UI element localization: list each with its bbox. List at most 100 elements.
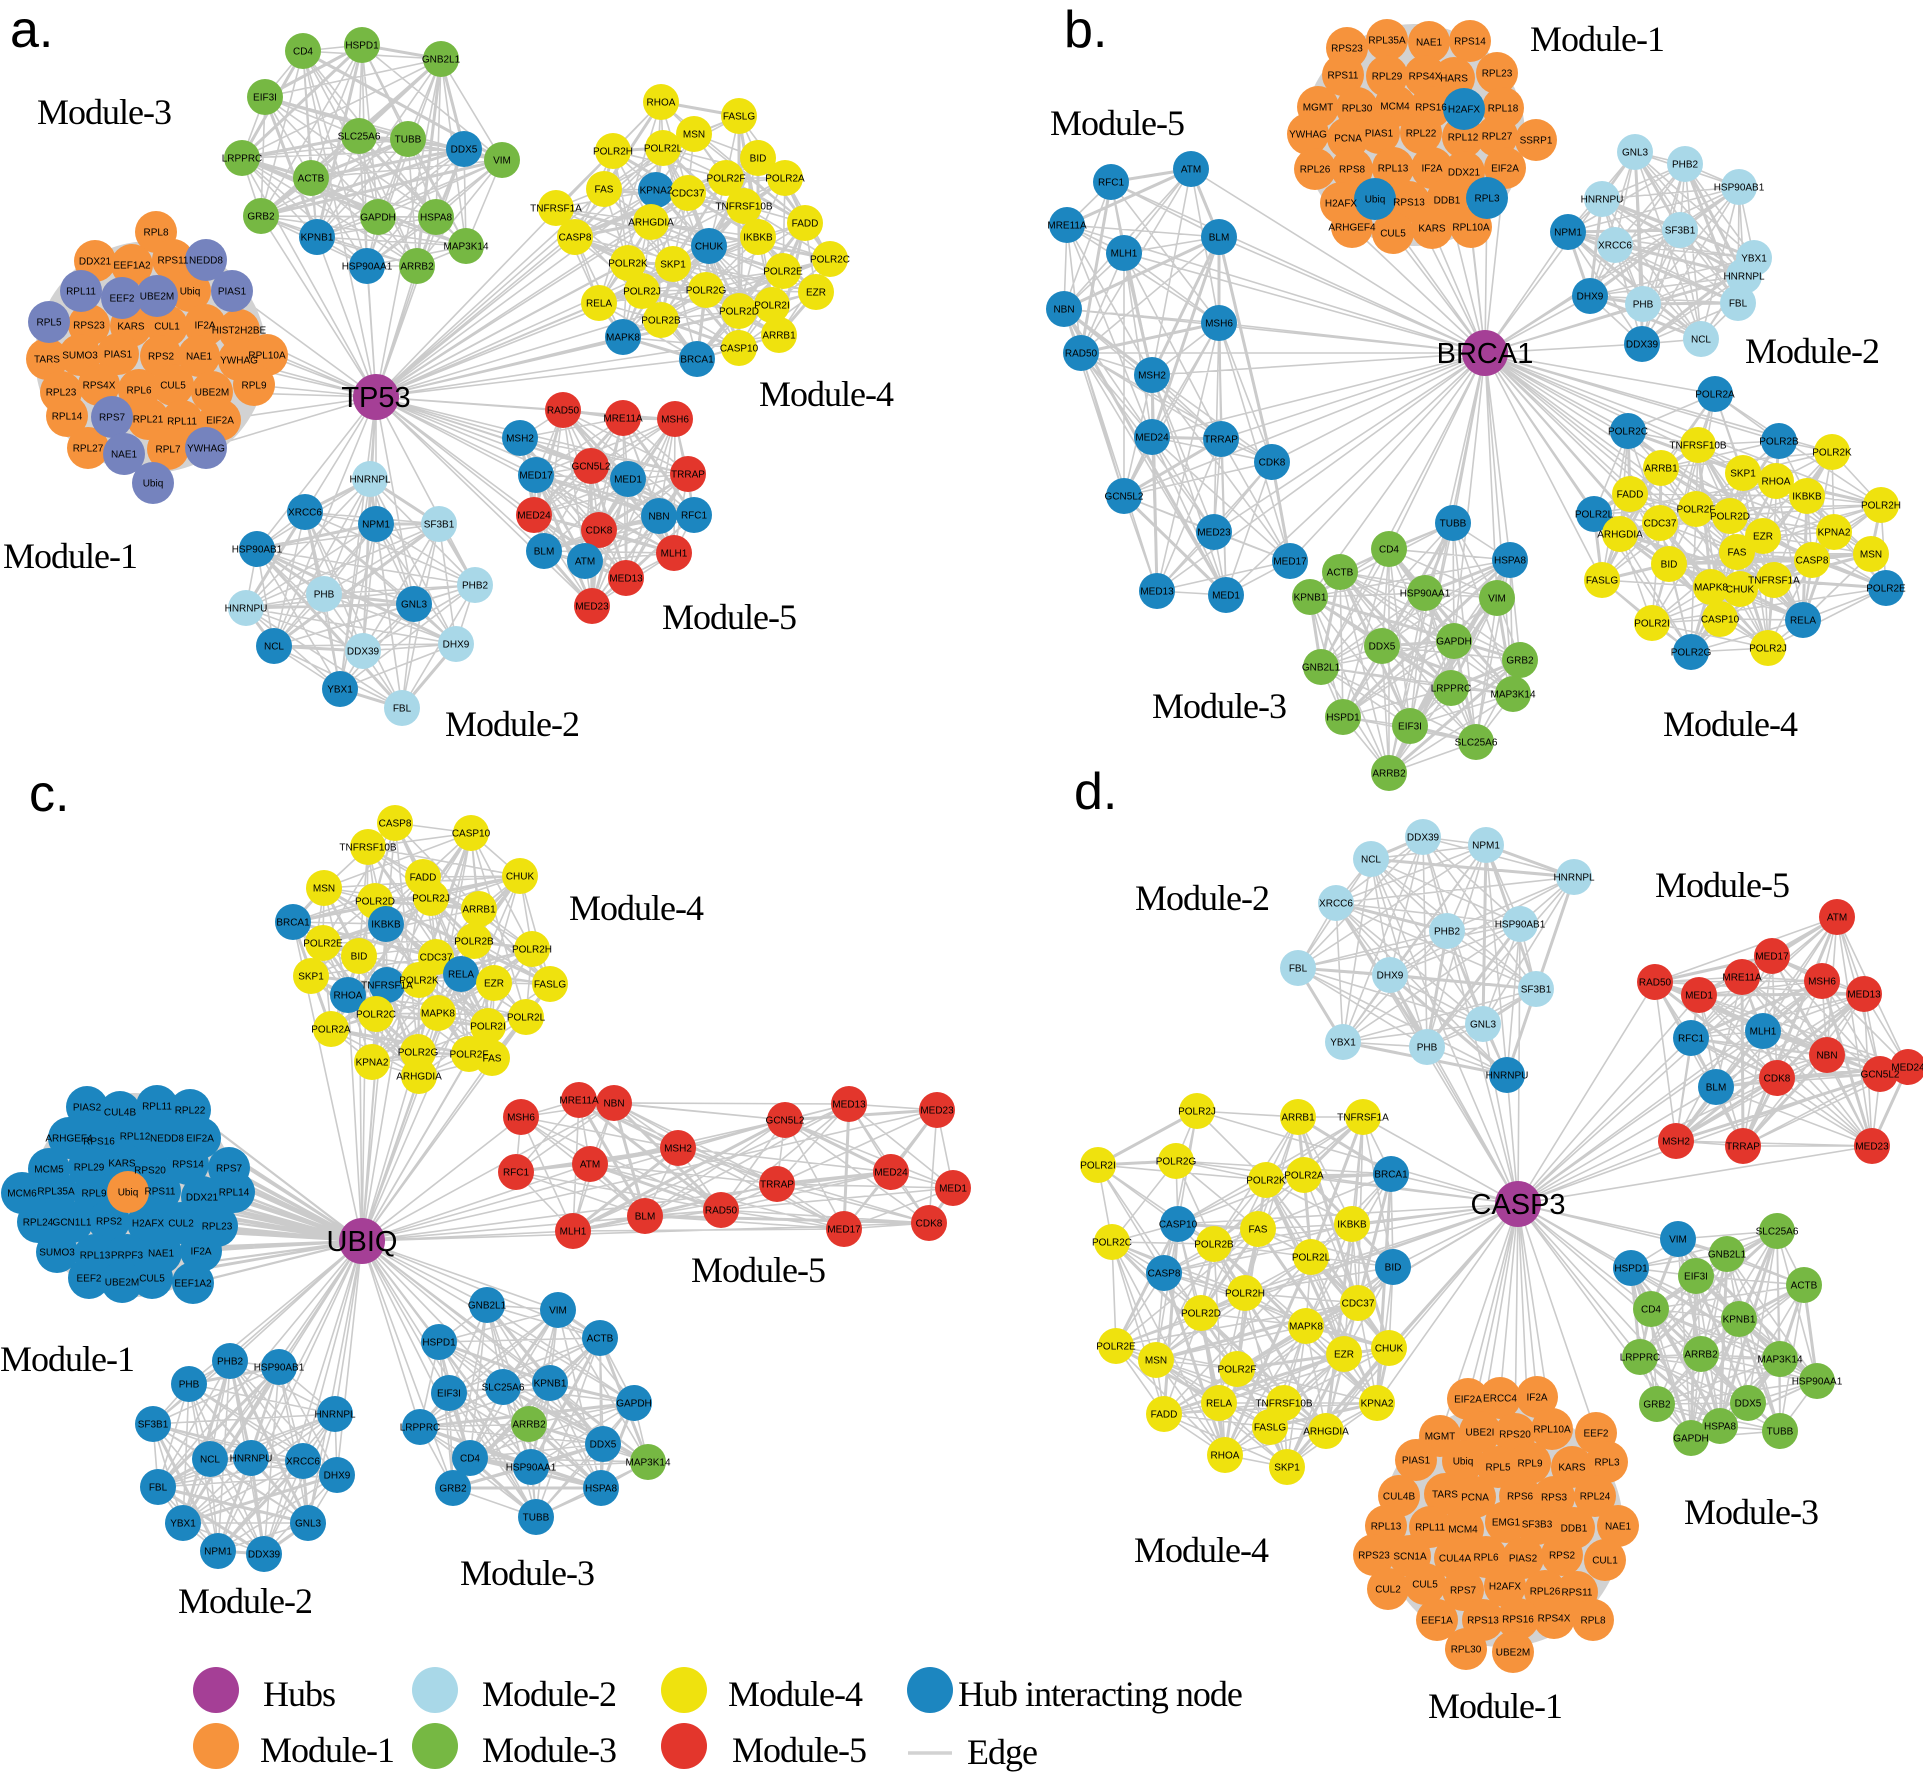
svg-text:HSP90AB1: HSP90AB1 — [1495, 920, 1546, 931]
svg-text:RPS11: RPS11 — [145, 1187, 176, 1198]
svg-text:GNL3: GNL3 — [1622, 148, 1649, 159]
svg-text:CUL1: CUL1 — [1592, 1556, 1618, 1567]
svg-text:Ubiq: Ubiq — [1365, 195, 1386, 206]
svg-text:CUL1: CUL1 — [154, 322, 180, 333]
svg-text:CDC37: CDC37 — [1644, 519, 1677, 530]
svg-text:MED24: MED24 — [874, 1168, 908, 1179]
svg-text:DDX21: DDX21 — [1448, 168, 1481, 179]
svg-text:CASP8: CASP8 — [379, 819, 412, 830]
svg-text:ARRB1: ARRB1 — [1644, 464, 1678, 475]
svg-text:Edge: Edge — [967, 1732, 1037, 1772]
svg-text:NPM1: NPM1 — [1554, 228, 1582, 239]
svg-text:RPL29: RPL29 — [74, 1163, 105, 1174]
svg-text:POLR2B: POLR2B — [1759, 437, 1799, 448]
svg-text:RPL22: RPL22 — [1406, 129, 1437, 140]
svg-text:c.: c. — [29, 765, 69, 823]
svg-text:Module-3: Module-3 — [482, 1730, 616, 1770]
svg-text:POLR2J: POLR2J — [412, 894, 450, 905]
svg-text:MSH2: MSH2 — [1662, 1137, 1690, 1148]
svg-text:GCN5L2: GCN5L2 — [766, 1116, 805, 1127]
svg-text:MSH6: MSH6 — [507, 1113, 535, 1124]
svg-text:POLR2D: POLR2D — [1181, 1309, 1221, 1320]
svg-text:FBL: FBL — [393, 704, 412, 715]
svg-text:RPL18: RPL18 — [1488, 104, 1519, 115]
svg-text:XRCC6: XRCC6 — [286, 1457, 320, 1468]
svg-text:CASP8: CASP8 — [559, 233, 592, 244]
svg-text:RPS11: RPS11 — [158, 256, 189, 267]
svg-text:ARHGEF4: ARHGEF4 — [45, 1134, 93, 1145]
svg-text:HSP90AB1: HSP90AB1 — [1714, 183, 1765, 194]
svg-text:RPL9: RPL9 — [241, 381, 266, 392]
svg-text:SKP1: SKP1 — [660, 260, 686, 271]
svg-text:RPL29: RPL29 — [1372, 72, 1403, 83]
svg-text:RPL24: RPL24 — [1580, 1492, 1611, 1503]
svg-text:RPS2: RPS2 — [1549, 1551, 1576, 1562]
svg-text:RELA: RELA — [1206, 1399, 1232, 1410]
svg-text:POLR2A: POLR2A — [1284, 1171, 1324, 1182]
svg-text:LRPPRC: LRPPRC — [1620, 1353, 1661, 1364]
svg-text:RPL5: RPL5 — [1485, 1463, 1510, 1474]
svg-text:ARRB2: ARRB2 — [1372, 769, 1406, 780]
svg-text:MED23: MED23 — [1855, 1142, 1889, 1153]
svg-text:MCM6: MCM6 — [7, 1189, 37, 1200]
svg-text:PRPF3: PRPF3 — [111, 1251, 144, 1262]
svg-text:GAPDH: GAPDH — [616, 1399, 652, 1410]
svg-text:RPL10A: RPL10A — [1452, 223, 1490, 234]
svg-text:POLR2I: POLR2I — [1080, 1161, 1116, 1172]
svg-text:MED23: MED23 — [920, 1106, 954, 1117]
svg-text:TUBB: TUBB — [395, 135, 422, 146]
svg-text:KARS: KARS — [108, 1159, 136, 1170]
svg-text:PIAS2: PIAS2 — [73, 1103, 102, 1114]
svg-text:RPL13: RPL13 — [1371, 1522, 1402, 1533]
svg-text:MED13: MED13 — [1847, 990, 1881, 1001]
svg-text:CASP10: CASP10 — [720, 344, 759, 355]
svg-text:GCN1L1: GCN1L1 — [53, 1218, 92, 1229]
svg-text:IF2A: IF2A — [1526, 1393, 1547, 1404]
svg-text:MAPK8: MAPK8 — [1694, 583, 1728, 594]
svg-text:FAS: FAS — [1249, 1225, 1268, 1236]
svg-text:VIM: VIM — [493, 156, 511, 167]
svg-text:POLR2E: POLR2E — [763, 267, 803, 278]
svg-text:HSP90AA1: HSP90AA1 — [1400, 589, 1451, 600]
svg-text:ATM: ATM — [575, 557, 595, 568]
svg-text:RELA: RELA — [448, 970, 474, 981]
svg-text:GRB2: GRB2 — [1643, 1400, 1671, 1411]
svg-text:b.: b. — [1064, 1, 1107, 59]
svg-text:RPL13: RPL13 — [1378, 164, 1409, 175]
svg-text:PCNA: PCNA — [1461, 1493, 1489, 1504]
svg-text:BRCA1: BRCA1 — [1374, 1170, 1408, 1181]
svg-text:RPL6: RPL6 — [1473, 1553, 1498, 1564]
svg-text:CD4: CD4 — [1379, 545, 1399, 556]
svg-text:NPM1: NPM1 — [204, 1547, 232, 1558]
svg-text:RPL3: RPL3 — [1594, 1458, 1619, 1469]
svg-text:HNRNPL: HNRNPL — [314, 1410, 356, 1421]
svg-text:Module-2: Module-2 — [482, 1674, 616, 1714]
svg-text:NCL: NCL — [264, 642, 284, 653]
svg-text:PHB2: PHB2 — [217, 1357, 244, 1368]
svg-text:UBE2I: UBE2I — [1466, 1428, 1495, 1439]
svg-text:CUL5: CUL5 — [160, 381, 186, 392]
svg-text:RPL13: RPL13 — [80, 1251, 111, 1262]
svg-text:SF3B1: SF3B1 — [424, 520, 455, 531]
svg-text:RPL30: RPL30 — [1342, 104, 1373, 115]
svg-text:KPNA2: KPNA2 — [1361, 1399, 1394, 1410]
svg-text:XRCC6: XRCC6 — [1598, 241, 1632, 252]
svg-text:H2AFX: H2AFX — [1325, 199, 1358, 210]
svg-text:RPS23: RPS23 — [1358, 1551, 1390, 1562]
svg-text:CUL5: CUL5 — [139, 1274, 165, 1285]
svg-text:POLR2H: POLR2H — [1225, 1289, 1265, 1300]
svg-text:BID: BID — [750, 154, 767, 165]
svg-text:TARS: TARS — [34, 355, 60, 366]
svg-text:MED23: MED23 — [575, 602, 609, 613]
svg-text:ARRB1: ARRB1 — [762, 331, 796, 342]
svg-text:RHOA: RHOA — [1211, 1451, 1240, 1462]
svg-text:DDX5: DDX5 — [1369, 642, 1396, 653]
svg-text:RPS13: RPS13 — [1393, 198, 1425, 209]
svg-text:TNFRSF1A: TNFRSF1A — [530, 204, 582, 215]
svg-text:EIF3I: EIF3I — [437, 1389, 461, 1400]
svg-text:ARHGDIA: ARHGDIA — [628, 218, 674, 229]
svg-text:MLH1: MLH1 — [560, 1227, 587, 1238]
svg-text:Module-5: Module-5 — [1655, 865, 1789, 905]
svg-text:Module-1: Module-1 — [260, 1730, 394, 1770]
svg-text:CASP8: CASP8 — [1148, 1269, 1181, 1280]
